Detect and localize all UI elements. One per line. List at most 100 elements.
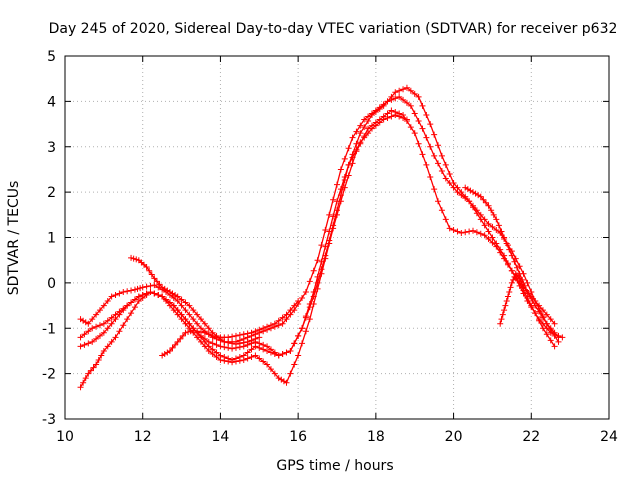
data-point: [454, 228, 461, 235]
data-point: [481, 216, 488, 223]
data-point: [148, 271, 155, 278]
data-point: [345, 172, 352, 179]
data-point: [384, 98, 391, 105]
data-point: [423, 111, 430, 118]
data-point: [407, 102, 414, 109]
data-point: [163, 296, 170, 303]
data-point: [330, 213, 337, 220]
x-tick-label: 24: [600, 429, 618, 445]
data-point: [221, 357, 228, 364]
data-point: [135, 298, 142, 305]
data-point: [376, 105, 383, 112]
data-point: [279, 350, 286, 357]
data-point: [368, 125, 375, 132]
data-point: [508, 267, 515, 274]
data-point: [120, 322, 127, 329]
data-point: [205, 331, 212, 338]
data-point: [116, 290, 123, 297]
x-tick-label: 20: [445, 429, 463, 445]
data-point: [435, 198, 442, 205]
data-point: [504, 293, 511, 300]
data-point: [271, 320, 278, 327]
data-point: [89, 338, 96, 345]
data-point: [501, 234, 508, 241]
data-point: [376, 119, 383, 126]
data-point: [511, 258, 518, 265]
data-point: [504, 261, 511, 268]
data-point: [93, 361, 100, 368]
data-point: [415, 93, 422, 100]
data-point: [130, 255, 137, 262]
y-tick-label: -1: [42, 321, 56, 337]
data-point: [477, 230, 484, 237]
data-point: [120, 307, 127, 314]
series-line: [464, 187, 559, 338]
data-point: [458, 189, 465, 196]
data-point: [260, 358, 267, 365]
series-track-2: [77, 84, 562, 364]
data-point: [388, 113, 395, 120]
data-point: [267, 322, 274, 329]
data-point: [528, 293, 535, 300]
data-point: [124, 302, 131, 309]
data-point: [190, 316, 197, 323]
data-point: [244, 330, 251, 337]
data-point: [403, 99, 410, 106]
data-point: [458, 229, 465, 236]
data-point: [134, 285, 141, 292]
data-point: [153, 278, 160, 285]
data-point: [229, 345, 236, 352]
data-point: [291, 302, 298, 309]
data-point: [156, 281, 163, 288]
data-point: [244, 355, 251, 362]
x-tick-label: 12: [134, 429, 152, 445]
data-point: [77, 343, 84, 350]
data-point: [477, 193, 484, 200]
data-point: [225, 358, 232, 365]
data-point: [240, 331, 247, 338]
data-point: [322, 255, 329, 262]
data-point: [201, 320, 208, 327]
data-point: [454, 184, 461, 191]
y-axis-label: SDTVAR / TECUs: [6, 181, 22, 296]
data-point: [232, 341, 239, 348]
data-point: [151, 282, 158, 289]
data-point: [524, 279, 531, 286]
data-point: [543, 311, 550, 318]
data-point: [198, 338, 204, 345]
x-tick-label: 16: [289, 429, 307, 445]
data-point: [77, 384, 84, 391]
data-point: [485, 228, 492, 235]
data-point: [306, 301, 313, 308]
data-point: [543, 331, 550, 338]
data-point: [131, 304, 138, 311]
data-point: [232, 332, 239, 339]
data-point: [341, 155, 348, 162]
data-point: [260, 325, 267, 332]
data-point: [330, 196, 337, 203]
data-point: [271, 349, 278, 356]
data-point: [279, 314, 286, 321]
y-tick-label: 3: [47, 140, 56, 156]
data-point: [133, 256, 140, 263]
data-point: [104, 298, 111, 305]
data-point: [427, 174, 434, 180]
data-point: [536, 302, 543, 309]
data-point: [248, 337, 255, 344]
data-point: [229, 333, 236, 340]
data-point: [435, 160, 442, 167]
data-point: [194, 320, 201, 327]
data-point: [403, 116, 410, 123]
data-point: [523, 287, 530, 294]
data-point: [186, 311, 193, 318]
data-point: [349, 134, 356, 141]
data-point: [551, 329, 558, 336]
data-point: [334, 181, 340, 188]
data-point: [306, 278, 313, 285]
data-point: [388, 93, 395, 100]
data-point: [539, 325, 546, 332]
data-point: [287, 370, 294, 377]
data-point: [185, 329, 192, 336]
data-point: [392, 95, 399, 102]
data-point: [341, 174, 348, 180]
